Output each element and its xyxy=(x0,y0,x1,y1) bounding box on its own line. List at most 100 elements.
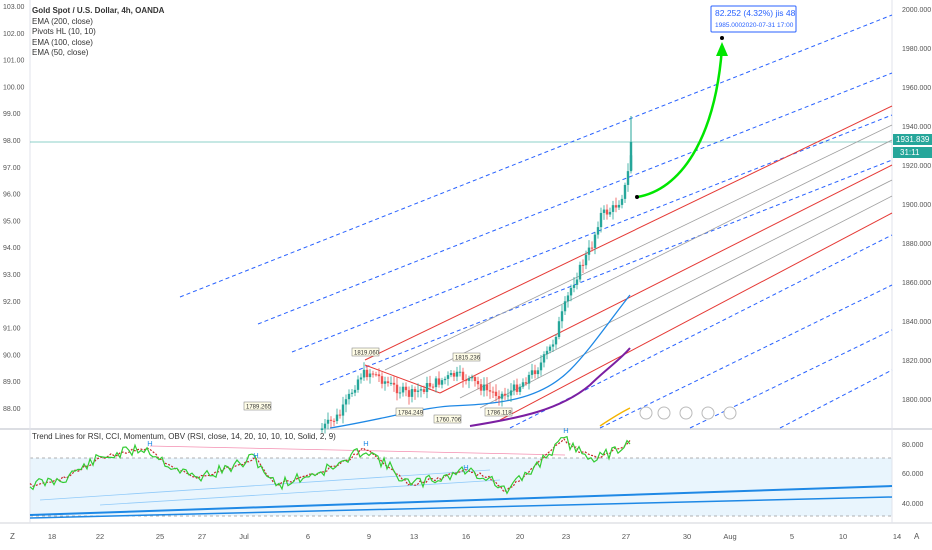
candle-body xyxy=(389,382,393,384)
candle-body xyxy=(530,370,534,375)
auto-scale-button[interactable]: A xyxy=(914,532,920,541)
event-flag-icon[interactable] xyxy=(639,406,653,420)
candle-body xyxy=(515,384,519,392)
rsi-h-marker: H xyxy=(463,463,468,472)
candle-body xyxy=(335,414,339,422)
candle-body xyxy=(461,371,465,381)
zoom-button[interactable]: Z xyxy=(10,532,15,541)
ema-200-line[interactable] xyxy=(599,407,631,427)
main-pane[interactable] xyxy=(30,0,892,428)
candle-body xyxy=(590,247,594,249)
left-axis-tick: 96.00 xyxy=(3,192,21,199)
candle-body xyxy=(548,346,552,351)
projection-end-point[interactable] xyxy=(720,36,724,40)
candle-body xyxy=(377,374,381,377)
candle-body xyxy=(536,370,540,375)
candle-body xyxy=(401,386,405,393)
time-axis-tick: 14 xyxy=(893,532,901,541)
left-axis-tick: 97.00 xyxy=(3,165,21,172)
rsi-support-line[interactable] xyxy=(29,485,893,516)
event-icons[interactable] xyxy=(639,406,737,420)
candle-body xyxy=(404,386,408,391)
pitchfork-lower[interactable] xyxy=(499,212,893,421)
candle-body xyxy=(356,379,360,390)
candle-body xyxy=(488,390,492,392)
indicator-ema-200[interactable]: EMA (200, close) xyxy=(32,16,93,26)
candle-body xyxy=(347,393,351,400)
pivot-labels: 1819.060 1815.236 1789.265 1784.249 1786.118… xyxy=(243,347,513,423)
right-price-axis[interactable]: 2000.000 1980.000 1960.000 1940.000 1920.000… xyxy=(902,7,931,404)
rsi-axis[interactable]: 80.000 60.000 40.000 xyxy=(902,442,924,508)
current-price-tag: 1931.839 31:11 xyxy=(893,134,932,158)
rsi-indicator-label[interactable]: Trend Lines for RSI, CCI, Momentum, OBV … xyxy=(32,432,336,441)
chart-legend[interactable]: Gold Spot / U.S. Dollar, 4h, OANDA EMA (… xyxy=(32,6,164,59)
candle-body xyxy=(470,377,474,379)
event-flag-icon[interactable] xyxy=(657,406,671,420)
indicator-ema-100[interactable]: EMA (100, close) xyxy=(32,37,93,47)
event-flag-icon[interactable] xyxy=(723,406,737,420)
measure-box[interactable]: 82.252 (4.32%) jis 48 1985.000 2020-07-3… xyxy=(710,5,797,33)
symbol-title[interactable]: Gold Spot / U.S. Dollar, 4h, OANDA xyxy=(32,6,165,15)
candle-body xyxy=(596,227,600,235)
pitchfork-inner-line xyxy=(459,179,893,399)
blue-channel-line-4[interactable] xyxy=(319,159,893,386)
left-axis-tick: 100.00 xyxy=(3,84,25,91)
blue-channel-line-6[interactable] xyxy=(599,284,893,429)
right-axis-tick: 1920.000 xyxy=(902,163,931,170)
rsi-h-markers: H H H H H xyxy=(147,426,568,472)
candle-body xyxy=(323,423,327,429)
rsi-axis-tick: 40.000 xyxy=(902,501,924,508)
candle-body xyxy=(437,378,441,385)
time-axis-tick: 23 xyxy=(562,532,570,541)
rsi-trend-line[interactable] xyxy=(99,479,501,506)
candle-body xyxy=(473,377,477,382)
pivot-label: 1786.118 xyxy=(487,410,512,416)
ema-50-line[interactable] xyxy=(329,294,631,429)
left-price-axis[interactable]: 103.00 102.00 101.00 100.00 99.00 98.00 97.00 9… xyxy=(3,4,25,413)
ema-100-line[interactable] xyxy=(469,347,631,427)
blue-channel-line-2[interactable] xyxy=(257,72,893,325)
blue-channel-line-8[interactable] xyxy=(779,369,893,429)
event-flag-icon[interactable] xyxy=(701,406,715,420)
candle-body xyxy=(593,234,597,248)
rsi-trend-line[interactable] xyxy=(39,469,491,501)
time-axis[interactable]: 18 22 25 27 Jul 6 9 13 16 20 23 27 30 Aug 5 10 14 xyxy=(48,532,901,541)
candle-body xyxy=(359,377,363,380)
projection-arrow[interactable] xyxy=(636,47,724,199)
candle-body xyxy=(620,198,624,205)
pitchfork[interactable] xyxy=(364,105,893,421)
indicator-pivots[interactable]: Pivots HL (10, 10) xyxy=(32,27,96,36)
candle-body xyxy=(368,373,372,378)
candle-body xyxy=(545,350,549,355)
right-axis-tick: 1860.000 xyxy=(902,280,931,287)
candle-body xyxy=(386,381,390,384)
candle-body xyxy=(563,301,567,312)
right-axis-tick: 1820.000 xyxy=(902,358,931,365)
candle-body xyxy=(443,378,447,381)
candlestick-series[interactable] xyxy=(320,116,633,434)
pitchfork-median[interactable] xyxy=(439,164,893,394)
measure-line-1: 82.252 (4.32%) jis 48 xyxy=(715,8,796,18)
indicator-ema-50[interactable]: EMA (50, close) xyxy=(32,48,89,57)
candle-body xyxy=(506,395,510,397)
candle-body xyxy=(497,396,501,399)
candle-body xyxy=(332,420,336,422)
event-flag-icon[interactable] xyxy=(679,406,693,420)
time-axis-tick: 27 xyxy=(622,532,630,541)
time-axis-tick: 30 xyxy=(683,532,691,541)
rsi-support-line-2[interactable] xyxy=(29,496,893,519)
rsi-line[interactable] xyxy=(29,435,631,495)
candle-body xyxy=(440,380,444,385)
candle-body xyxy=(419,389,423,391)
rsi-axis-tick: 60.000 xyxy=(902,471,924,478)
candle-body xyxy=(452,372,456,377)
projection-start-point[interactable] xyxy=(635,195,639,199)
pivot-label-box xyxy=(452,352,481,362)
blue-channel-line-3[interactable] xyxy=(291,114,893,353)
pitchfork-inner-line xyxy=(409,139,893,381)
blue-channel-line-1[interactable] xyxy=(179,14,893,298)
left-axis-tick: 99.00 xyxy=(3,111,21,118)
pitchfork-upper[interactable] xyxy=(364,105,893,361)
candle-body xyxy=(587,247,591,255)
